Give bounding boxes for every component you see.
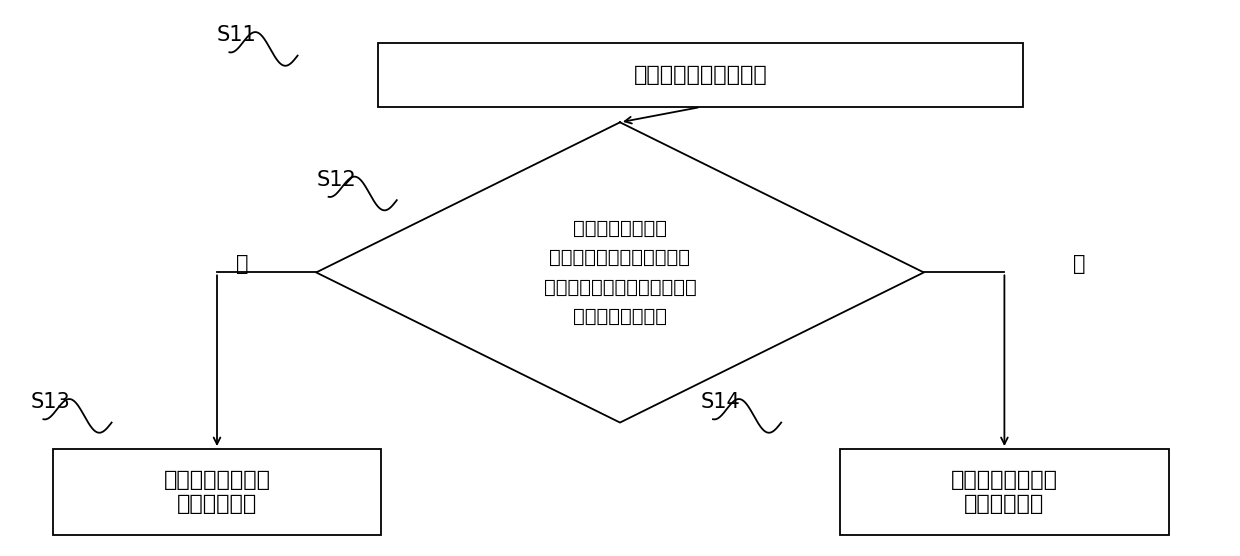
Text: 否: 否 bbox=[1073, 254, 1085, 274]
Text: S12: S12 bbox=[316, 170, 356, 190]
Text: 是: 是 bbox=[236, 254, 248, 274]
Text: S11: S11 bbox=[217, 25, 257, 45]
Text: 根据车辆空调环境
信息判断当前车辆空调环境
状态是否属于驾驶员所期望的
空调舒适环境状态: 根据车辆空调环境 信息判断当前车辆空调环境 状态是否属于驾驶员所期望的 空调舒适… bbox=[543, 219, 697, 326]
Text: 控制车辆空调执行
第二工作模式: 控制车辆空调执行 第二工作模式 bbox=[951, 470, 1058, 514]
Text: 获取车辆空调环境信息: 获取车辆空调环境信息 bbox=[634, 65, 768, 85]
Bar bbox=[841, 449, 1168, 535]
Text: S14: S14 bbox=[701, 392, 740, 412]
Bar bbox=[52, 449, 382, 535]
Text: S13: S13 bbox=[31, 392, 71, 412]
Text: 控制车辆空调执行
第一工作模式: 控制车辆空调执行 第一工作模式 bbox=[164, 470, 270, 514]
Bar bbox=[378, 43, 1023, 107]
